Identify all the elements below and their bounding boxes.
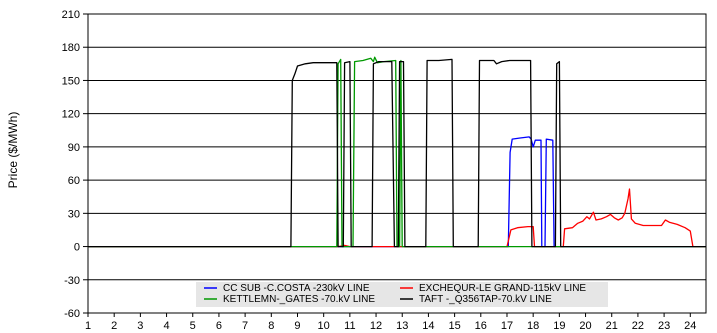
x-tick-label: 10: [318, 320, 330, 332]
x-tick-label: 3: [137, 320, 143, 332]
x-tick-label: 6: [216, 320, 222, 332]
x-tick-label: 7: [242, 320, 248, 332]
legend-label: TAFT -_Q356TAP-70.kV LINE: [419, 294, 552, 305]
x-tick-label: 19: [553, 320, 565, 332]
legend: CC SUB -C.COSTA -230kV LINE EXCHEQUR-LE G…: [196, 282, 608, 307]
series-line-2: [88, 188, 706, 248]
x-tick-label: 9: [294, 320, 300, 332]
x-tick-label: 24: [684, 320, 696, 332]
x-tick-label: 22: [632, 320, 644, 332]
y-tick-label: -60: [64, 308, 80, 320]
x-tick-label: 18: [527, 320, 539, 332]
x-tick-label: 17: [501, 320, 513, 332]
y-tick-label: 120: [62, 109, 80, 121]
y-tick-label: 90: [68, 142, 80, 154]
legend-box: [196, 282, 608, 307]
y-tick-label: -30: [64, 275, 80, 287]
x-tick-label: 21: [606, 320, 618, 332]
y-tick-label: 150: [62, 75, 80, 87]
y-axis-ticks: 210 180 150 120 90 60 30 0 -30 -60: [62, 9, 88, 320]
legend-label: EXCHEQUR-LE GRAND-115kV LINE: [419, 283, 586, 294]
x-tick-label: 1: [85, 320, 91, 332]
y-tick-label: 30: [68, 208, 80, 220]
x-tick-label: 2: [111, 320, 117, 332]
series-lines: [88, 56, 706, 248]
y-tick-label: 60: [68, 175, 80, 187]
x-tick-label: 20: [579, 320, 591, 332]
x-tick-label: 15: [448, 320, 460, 332]
x-tick-label: 8: [268, 320, 274, 332]
x-axis-ticks: 1 2 3 4 5 6 7 8 9 10 11 12 13 14 15 16 17 18 19 20 21 22 23 24: [85, 313, 696, 332]
x-tick-label: 14: [422, 320, 434, 332]
series-line-3: [88, 56, 706, 248]
series-line-1: [88, 136, 706, 248]
series-line-4: [88, 58, 706, 248]
y-tick-label: 210: [62, 9, 80, 21]
legend-label: KETTLEMN-_GATES -70.kV LINE: [223, 294, 375, 305]
x-tick-label: 16: [475, 320, 487, 332]
x-tick-label: 11: [344, 320, 355, 332]
y-tick-label: 180: [62, 42, 80, 54]
x-tick-label: 23: [658, 320, 670, 332]
y-tick-label: 0: [74, 242, 80, 254]
plot-frame: [87, 13, 707, 314]
x-tick-label: 5: [190, 320, 196, 332]
x-tick-label: 4: [163, 320, 169, 332]
x-tick-label: 13: [396, 320, 408, 332]
legend-label: CC SUB -C.COSTA -230kV LINE: [223, 283, 370, 294]
y-axis-label: Price ($/MWh): [6, 112, 20, 189]
x-tick-label: 12: [370, 320, 382, 332]
